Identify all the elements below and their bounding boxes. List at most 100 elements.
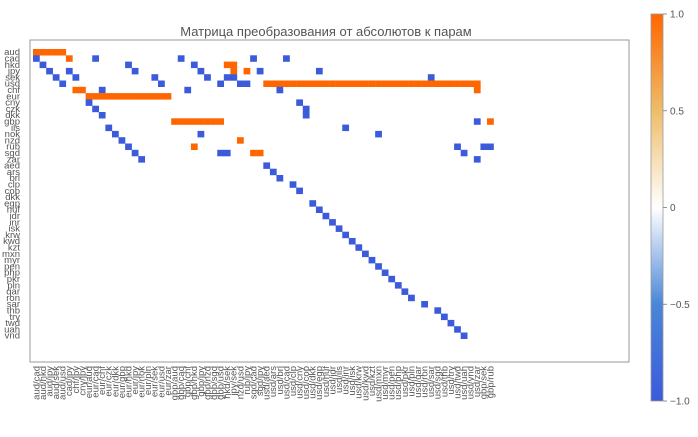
- x-tick-label: usd/clp: [288, 366, 299, 396]
- heatmap-cell: [177, 118, 185, 125]
- heatmap-cell: [256, 67, 264, 75]
- heatmap-cell: [184, 86, 192, 94]
- x-tick-label: usd/ron: [420, 366, 431, 398]
- x-tick-label: eur/nok: [137, 366, 148, 398]
- y-tick-label: thb: [7, 305, 20, 316]
- heatmap-cell: [190, 61, 198, 69]
- heatmap-cell: [440, 80, 448, 87]
- heatmap-cell: [111, 93, 119, 100]
- x-tick-label: usd/ils: [334, 366, 345, 393]
- x-tick-label: eur/aud: [84, 366, 95, 398]
- heatmap-cell: [315, 80, 323, 87]
- heatmap-cell: [144, 93, 152, 100]
- x-tick-label: gbp/rub: [485, 366, 496, 398]
- x-tick-label: aud/sek: [51, 366, 62, 400]
- heatmap-cell: [276, 86, 284, 94]
- heatmap-cell: [39, 49, 47, 56]
- x-tick-label: usd/zar: [472, 366, 483, 397]
- heatmap-cell: [408, 294, 415, 302]
- x-tick-label: eur/hkd: [123, 366, 134, 398]
- y-tick-label: aed: [4, 161, 20, 172]
- y-tick-label: sek: [5, 72, 20, 83]
- heatmap-cell: [223, 74, 231, 81]
- heatmap-cell: [473, 86, 481, 94]
- heatmap-cell: [131, 93, 139, 100]
- heatmap-cell: [98, 93, 106, 100]
- heatmap-cell: [85, 99, 93, 106]
- heatmap-cell: [394, 80, 402, 87]
- x-tick-label: gbp/cad: [176, 366, 187, 400]
- heatmap-cell: [276, 80, 284, 87]
- heatmap-cell: [401, 288, 409, 295]
- y-tick-label: aud: [4, 47, 20, 58]
- x-tick-label: aud/jpy: [44, 366, 55, 397]
- heatmap-cell: [342, 80, 350, 87]
- y-tick-label: pen: [4, 261, 20, 272]
- heatmap-cell: [59, 80, 67, 87]
- x-tick-label: eur/czk: [104, 366, 115, 397]
- y-tick-label: pln: [7, 280, 20, 291]
- y-tick-label: dkk: [5, 110, 20, 121]
- y-tick-label: kzt: [8, 242, 21, 253]
- plot-frame: [29, 39, 630, 363]
- heatmap-cell: [408, 80, 415, 87]
- heatmap-cell: [164, 93, 172, 100]
- heatmap-cell: [454, 143, 461, 150]
- heatmap-cell: [473, 156, 481, 163]
- heatmap-cell: [46, 49, 53, 56]
- y-tick-label: brl: [9, 173, 20, 184]
- y-tick-label: cny: [5, 98, 20, 109]
- x-tick-label: aud/cad: [31, 366, 42, 400]
- heatmap-cell: [125, 93, 132, 100]
- x-tick-label: gbp/hkd: [189, 366, 200, 400]
- heatmap-cell: [368, 80, 376, 87]
- heatmap-cell: [342, 124, 350, 132]
- heatmap-cell: [131, 149, 139, 157]
- heatmap-cell: [322, 212, 330, 220]
- heatmap-cell: [394, 282, 402, 289]
- heatmap-cell: [355, 244, 363, 251]
- x-tick-label: usd/brl: [275, 366, 286, 395]
- heatmap-cell: [388, 275, 396, 283]
- colorbar-tick-label: 1.0: [670, 10, 684, 21]
- x-tick-label: gbp/jpy: [196, 366, 207, 397]
- heatmap-cell: [158, 93, 165, 100]
- y-tick-label: inr: [9, 217, 20, 228]
- y-tick-label: jpy: [7, 66, 20, 77]
- heatmap-cell: [138, 93, 146, 100]
- y-tick-label: twd: [5, 318, 20, 329]
- heatmap-cell: [315, 67, 323, 75]
- heatmap-cell: [473, 118, 481, 125]
- heatmap-cell: [46, 67, 53, 75]
- y-tick-label: vnd: [5, 331, 20, 342]
- y-tick-label: gbp: [4, 116, 20, 127]
- heatmap-cell: [440, 313, 448, 321]
- heatmap-cell: [85, 93, 93, 100]
- x-tick-label: eur/cad: [91, 366, 102, 398]
- y-tick-label: nzd: [5, 135, 20, 146]
- heatmap-cell: [59, 49, 67, 56]
- heatmap-cell: [480, 143, 488, 150]
- heatmap-cell: [223, 149, 231, 157]
- heatmap-cell: [427, 80, 435, 87]
- heatmap-cell: [296, 99, 303, 106]
- colorbar-tick-label: 0.5: [670, 106, 684, 117]
- y-tick-label: qar: [6, 287, 20, 298]
- heatmap-cell: [125, 61, 132, 69]
- heatmap-cell: [250, 55, 257, 62]
- heatmap-cell: [171, 118, 178, 125]
- x-tick-label: eur/zar: [163, 366, 174, 396]
- y-tick-label: huf: [7, 205, 21, 216]
- heatmap-cell: [454, 326, 461, 333]
- heatmap-cell: [375, 80, 382, 87]
- heatmap-cell: [289, 181, 297, 188]
- x-tick-label: usd/idr: [327, 366, 338, 395]
- heatmap-cell: [52, 74, 60, 81]
- x-tick-label: usd/dkk: [308, 366, 319, 399]
- heatmap-cell: [92, 93, 99, 100]
- heatmap-cell: [355, 80, 363, 87]
- y-tick-label: clp: [8, 179, 20, 190]
- heatmap-cell: [33, 55, 40, 62]
- heatmap-cell: [421, 80, 428, 87]
